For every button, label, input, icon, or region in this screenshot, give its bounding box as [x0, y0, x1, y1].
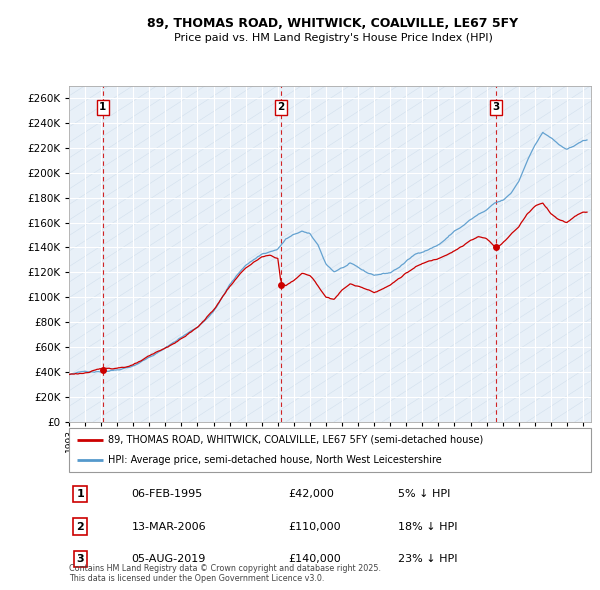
Text: £140,000: £140,000 [288, 554, 341, 564]
Text: 05-AUG-2019: 05-AUG-2019 [131, 554, 206, 564]
FancyBboxPatch shape [69, 428, 591, 472]
Text: 23% ↓ HPI: 23% ↓ HPI [398, 554, 457, 564]
Text: 18% ↓ HPI: 18% ↓ HPI [398, 522, 457, 532]
Text: Price paid vs. HM Land Registry's House Price Index (HPI): Price paid vs. HM Land Registry's House … [173, 34, 493, 43]
Text: 06-FEB-1995: 06-FEB-1995 [131, 489, 203, 499]
Text: Contains HM Land Registry data © Crown copyright and database right 2025.
This d: Contains HM Land Registry data © Crown c… [69, 563, 381, 583]
Text: £110,000: £110,000 [288, 522, 341, 532]
Text: 1: 1 [99, 103, 106, 113]
Text: 2: 2 [77, 522, 85, 532]
Text: 89, THOMAS ROAD, WHITWICK, COALVILLE, LE67 5FY (semi-detached house): 89, THOMAS ROAD, WHITWICK, COALVILLE, LE… [108, 435, 484, 445]
Text: £42,000: £42,000 [288, 489, 334, 499]
Text: 5% ↓ HPI: 5% ↓ HPI [398, 489, 450, 499]
Text: 3: 3 [493, 103, 500, 113]
Text: 89, THOMAS ROAD, WHITWICK, COALVILLE, LE67 5FY: 89, THOMAS ROAD, WHITWICK, COALVILLE, LE… [148, 17, 518, 30]
Text: 13-MAR-2006: 13-MAR-2006 [131, 522, 206, 532]
Text: 2: 2 [277, 103, 284, 113]
Text: 3: 3 [77, 554, 84, 564]
Text: HPI: Average price, semi-detached house, North West Leicestershire: HPI: Average price, semi-detached house,… [108, 455, 442, 465]
Text: 1: 1 [77, 489, 85, 499]
